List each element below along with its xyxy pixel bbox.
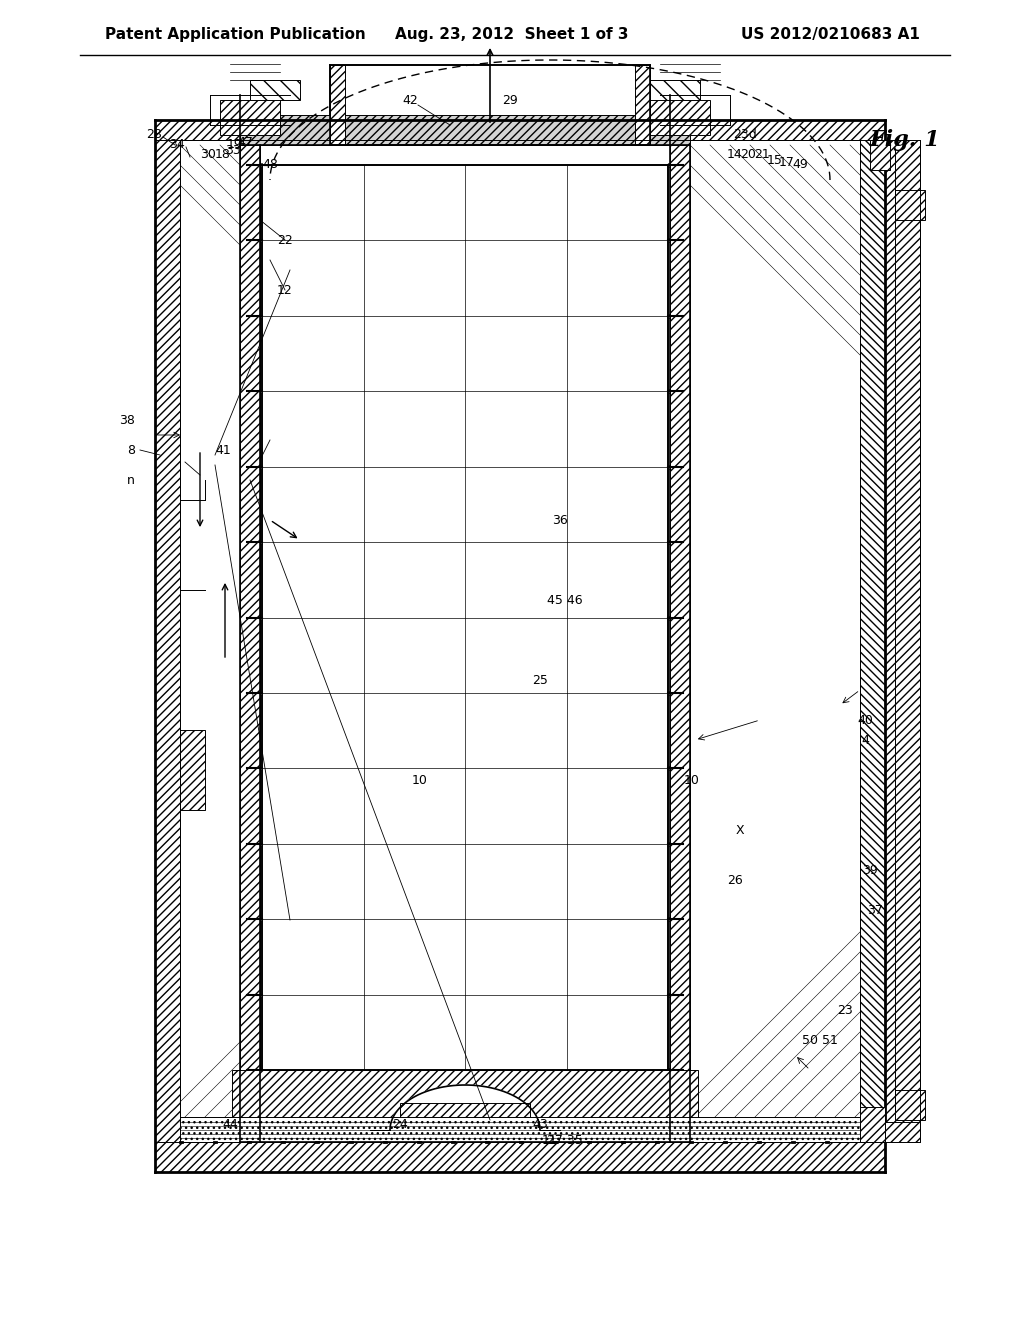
Bar <box>635 65 650 145</box>
Text: 22: 22 <box>278 234 293 247</box>
Bar <box>155 120 180 1172</box>
Bar <box>668 690 683 694</box>
Bar <box>240 145 260 1142</box>
Bar <box>247 767 262 771</box>
Text: 28: 28 <box>146 128 162 141</box>
Bar <box>247 917 262 921</box>
Text: 34: 34 <box>169 139 185 152</box>
Text: 29: 29 <box>502 94 518 107</box>
Text: 48: 48 <box>262 158 278 172</box>
Bar <box>180 1117 860 1142</box>
Text: 23d: 23d <box>733 128 757 141</box>
Polygon shape <box>390 1085 540 1130</box>
Bar <box>668 615 683 619</box>
Bar <box>860 1107 885 1142</box>
Bar <box>232 1071 698 1130</box>
Bar <box>247 314 262 318</box>
Bar <box>400 1104 530 1130</box>
Text: 43: 43 <box>532 1118 548 1131</box>
Bar <box>247 993 262 997</box>
Bar <box>262 165 668 1071</box>
Text: 47: 47 <box>238 136 253 149</box>
Bar <box>650 81 700 100</box>
Bar <box>247 239 262 243</box>
Bar <box>155 120 885 140</box>
Bar <box>180 1117 860 1142</box>
Text: 38: 38 <box>119 413 135 426</box>
Text: 45 46: 45 46 <box>547 594 583 606</box>
Bar <box>668 917 683 921</box>
Bar <box>247 690 262 694</box>
Text: 24: 24 <box>392 1118 408 1131</box>
Bar <box>668 314 683 318</box>
Text: n: n <box>127 474 135 487</box>
Bar <box>240 115 690 145</box>
Text: 44: 44 <box>222 1118 238 1131</box>
Bar <box>668 842 683 846</box>
Bar <box>668 767 683 771</box>
Bar <box>668 540 683 544</box>
Bar <box>247 615 262 619</box>
Text: 41: 41 <box>215 444 230 457</box>
Bar <box>220 100 280 135</box>
Text: US 2012/0210683 A1: US 2012/0210683 A1 <box>741 28 920 42</box>
Bar <box>250 81 300 100</box>
Text: X: X <box>735 824 744 837</box>
Text: 25: 25 <box>532 673 548 686</box>
Text: 23: 23 <box>838 1003 853 1016</box>
Bar <box>870 140 890 170</box>
Bar <box>180 730 205 810</box>
Text: 40: 40 <box>857 714 872 726</box>
Text: 10: 10 <box>412 774 428 787</box>
Bar <box>247 842 262 846</box>
Bar <box>330 65 650 145</box>
Bar <box>668 993 683 997</box>
Bar <box>895 190 925 220</box>
Bar <box>670 145 690 1142</box>
Bar <box>155 1142 885 1172</box>
Bar <box>668 239 683 243</box>
Text: 19: 19 <box>227 139 243 152</box>
Text: 14: 14 <box>727 149 742 161</box>
Bar <box>650 100 710 135</box>
Bar <box>247 540 262 544</box>
Text: 50 51: 50 51 <box>802 1034 838 1047</box>
Text: 4: 4 <box>861 734 869 747</box>
Bar <box>895 1090 925 1119</box>
Bar <box>668 1068 683 1072</box>
Bar <box>668 389 683 393</box>
Bar <box>885 1122 920 1142</box>
Text: Fig. 1: Fig. 1 <box>870 129 941 150</box>
Text: 12: 12 <box>278 284 293 297</box>
Text: 26: 26 <box>727 874 742 887</box>
Text: 36: 36 <box>552 513 568 527</box>
Bar <box>668 162 683 168</box>
Bar <box>247 465 262 469</box>
Bar <box>885 140 920 1142</box>
Text: 30: 30 <box>200 149 216 161</box>
Text: 42: 42 <box>402 94 418 107</box>
Text: 17: 17 <box>779 156 795 169</box>
Bar <box>330 65 345 145</box>
Text: 21: 21 <box>754 149 770 161</box>
Bar <box>247 162 262 168</box>
Bar <box>860 120 885 1172</box>
Text: Aug. 23, 2012  Sheet 1 of 3: Aug. 23, 2012 Sheet 1 of 3 <box>395 28 629 42</box>
Text: 33: 33 <box>225 144 241 157</box>
Text: 8: 8 <box>127 444 135 457</box>
Bar <box>247 1068 262 1072</box>
Text: 20: 20 <box>740 149 756 161</box>
Text: 18: 18 <box>215 149 230 161</box>
Text: Patent Application Publication: Patent Application Publication <box>105 28 366 42</box>
Text: 49: 49 <box>793 158 808 172</box>
Text: 39: 39 <box>862 863 878 876</box>
Text: 10: 10 <box>684 774 700 787</box>
Bar <box>247 389 262 393</box>
Bar <box>668 465 683 469</box>
Text: 15: 15 <box>767 153 783 166</box>
Text: 27 35: 27 35 <box>547 1134 583 1147</box>
Text: 37: 37 <box>867 903 883 916</box>
Text: 11: 11 <box>542 1134 558 1147</box>
